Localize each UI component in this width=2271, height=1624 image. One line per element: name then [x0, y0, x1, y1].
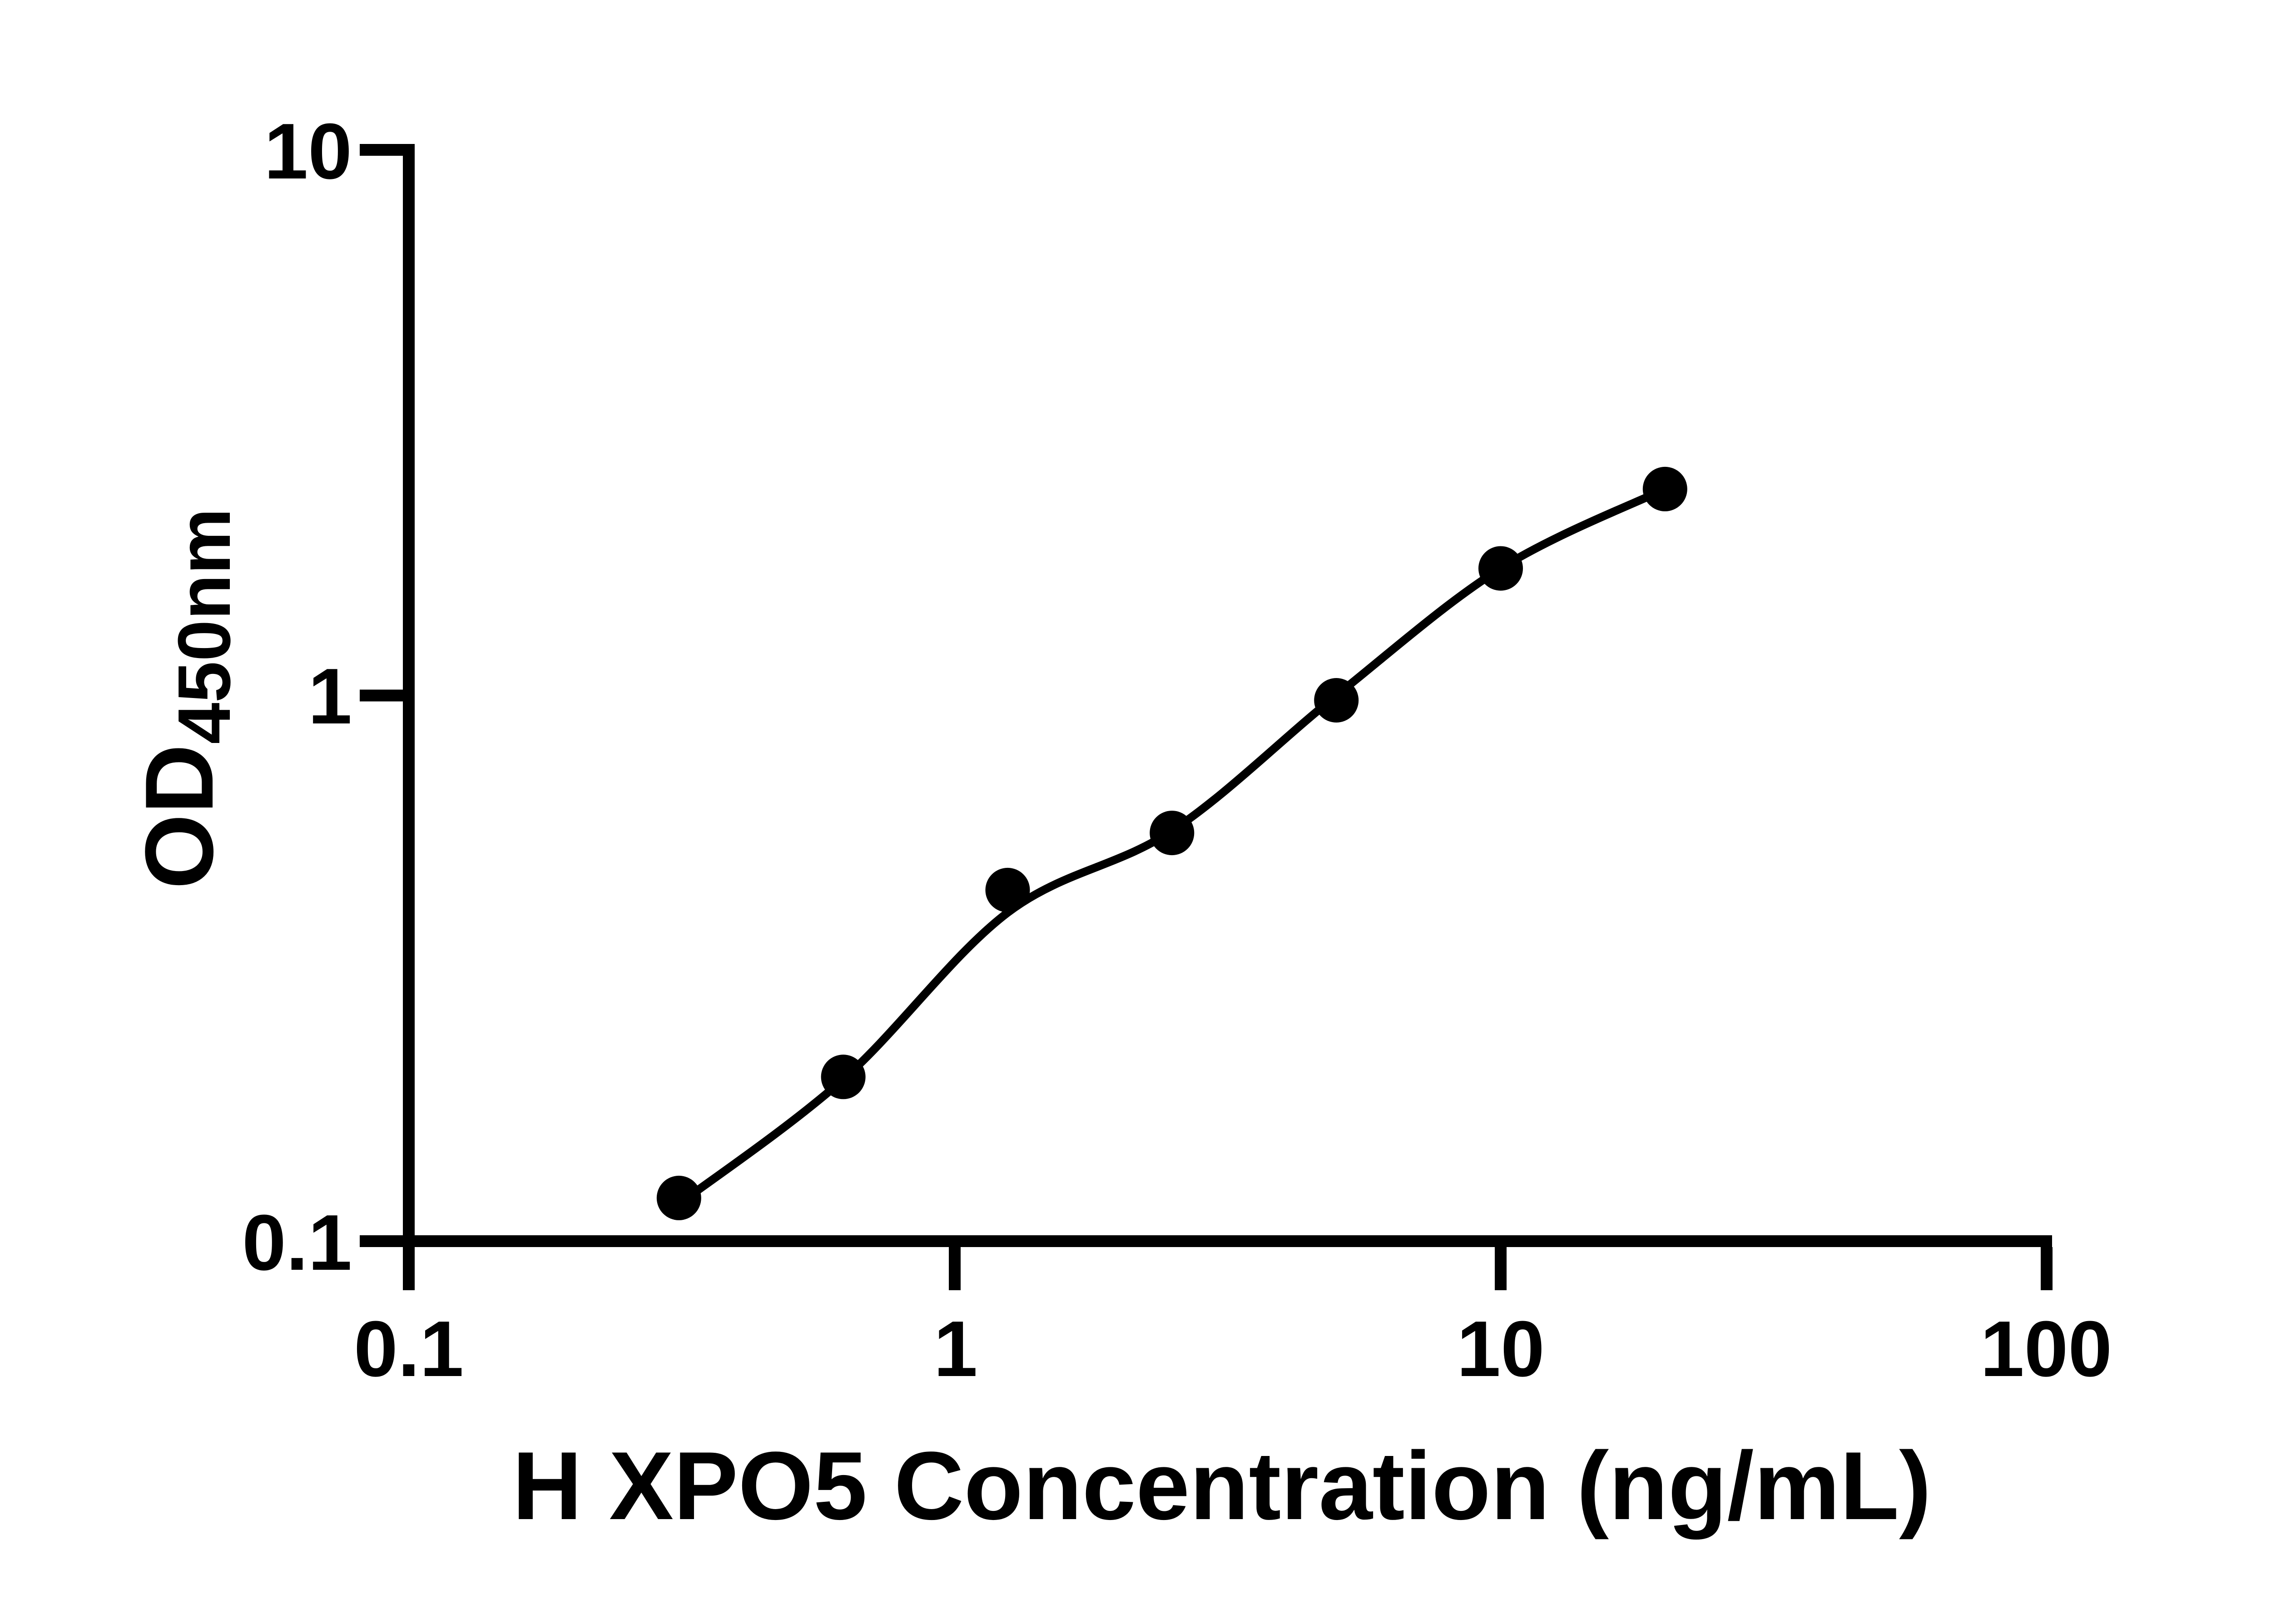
data-point-marker — [1314, 678, 1359, 723]
x-tick-label: 10 — [1457, 1304, 1545, 1393]
data-point-marker — [821, 1055, 866, 1099]
data-point-marker — [1150, 811, 1195, 856]
y-axis-title: OD450nm — [125, 508, 246, 889]
x-tick — [949, 1247, 961, 1290]
tick-mark-layer — [360, 144, 2053, 1290]
y-axis-title-main: OD — [125, 744, 233, 890]
data-point-marker — [985, 867, 1030, 912]
x-axis-title: H XPO5 Concentration (ng/mL) — [512, 1432, 1931, 1540]
y-tick — [360, 689, 403, 702]
y-axis-title-subscript: 450nm — [163, 508, 246, 744]
x-axis-line — [403, 1235, 2052, 1247]
y-tick — [360, 144, 403, 156]
x-tick-label: 0.1 — [354, 1304, 464, 1393]
y-tick-label: 10 — [264, 107, 352, 195]
y-tick — [360, 1235, 403, 1247]
data-point-marker — [1478, 546, 1523, 591]
data-point-marker — [656, 1175, 701, 1220]
y-tick-label: 1 — [308, 652, 352, 740]
x-tick-label: 100 — [1980, 1304, 2112, 1393]
data-point-marker — [1642, 466, 1687, 511]
data-point-layer — [656, 466, 1687, 1220]
x-tick — [403, 1247, 415, 1290]
y-tick-label: 0.1 — [242, 1198, 352, 1287]
x-tick-label: 1 — [934, 1304, 978, 1393]
x-tick — [1495, 1247, 1507, 1290]
x-tick — [2041, 1247, 2053, 1290]
y-axis-line — [403, 144, 415, 1247]
